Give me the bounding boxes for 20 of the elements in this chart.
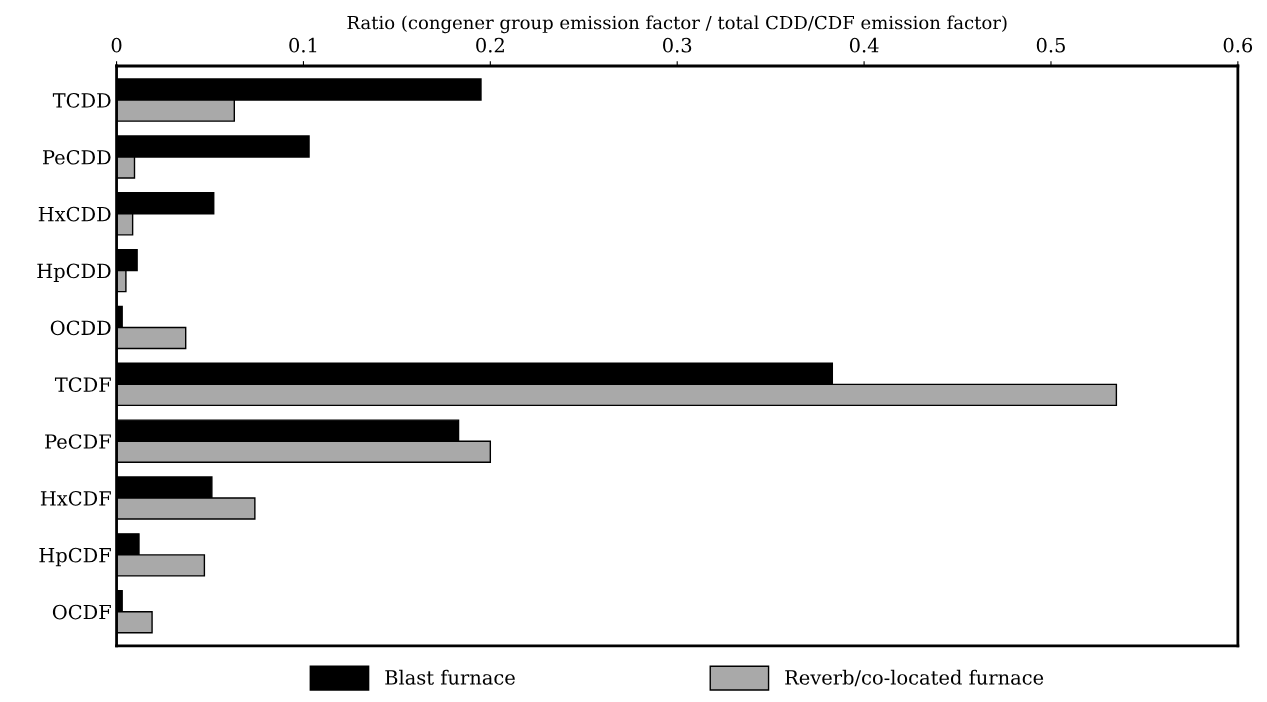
y-tick-label: HxCDD: [38, 206, 111, 222]
y-tick-label: HpCDF: [39, 547, 111, 567]
x-tick-label: 0: [111, 37, 122, 53]
y-tick-label: OCDF: [52, 604, 111, 620]
y-tick-label: TCDD: [52, 93, 111, 108]
x-axis-title: Ratio (congener group emission factor / total CDD/CDF emission factor): [347, 15, 1007, 34]
legend-label: Blast furnace: [385, 669, 515, 685]
y-tick-label: OCDD: [50, 320, 111, 336]
x-tick-label: 0.1: [289, 37, 317, 53]
y-tick-label: TCDF: [54, 377, 111, 392]
y-tick-label: HpCDD: [37, 263, 111, 283]
x-tick-label: 0.4: [849, 37, 879, 53]
y-tick-label: PeCDD: [43, 149, 111, 165]
y-tick-label: HxCDF: [40, 490, 111, 506]
x-tick-label: 0.5: [1036, 37, 1065, 53]
legend-label: Reverb/co-located furnace: [785, 669, 1044, 687]
x-tick-label: 0.6: [1223, 37, 1253, 53]
y-tick-label: PeCDF: [45, 434, 111, 449]
x-tick-label: 0.3: [663, 37, 692, 53]
x-tick-label: 0.2: [476, 37, 504, 53]
